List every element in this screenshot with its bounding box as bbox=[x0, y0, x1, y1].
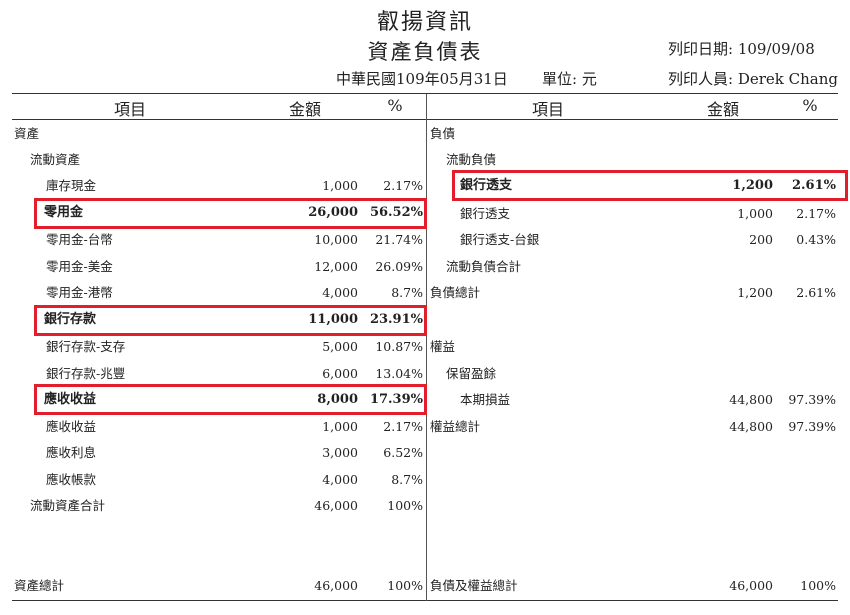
row-label: 負債總計 bbox=[430, 285, 481, 300]
row-label: 庫存現金 bbox=[46, 178, 97, 193]
row-label: 本期損益 bbox=[460, 392, 511, 407]
col-header-percent-right: % bbox=[802, 96, 818, 115]
print-date: 列印日期: 109/09/08 bbox=[668, 40, 815, 58]
row-percent: 2.17% bbox=[796, 206, 836, 221]
row-label: 應收利息 bbox=[46, 445, 97, 460]
row-label: 應收收益 bbox=[46, 419, 97, 434]
row-label: 保留盈餘 bbox=[446, 366, 497, 381]
header-bottom-rule bbox=[12, 119, 838, 120]
col-header-item-left: 項目 bbox=[113, 100, 146, 119]
total-liabilities-equity-percent: 100% bbox=[800, 578, 836, 593]
total-assets-amount: 46,000 bbox=[314, 578, 358, 593]
row-percent: 97.39% bbox=[788, 392, 836, 407]
row-amount: 1,000 bbox=[322, 419, 358, 434]
row-percent: 8.7% bbox=[391, 285, 423, 300]
row-label: 負債 bbox=[430, 126, 456, 141]
row-label: 銀行存款-兆豐 bbox=[46, 366, 126, 381]
row-amount: 26,000 bbox=[308, 205, 358, 220]
row-label: 權益總計 bbox=[430, 419, 481, 434]
row-amount: 200 bbox=[749, 232, 773, 247]
row-label: 零用金-美金 bbox=[46, 259, 113, 274]
unit-label: 單位: 元 bbox=[542, 70, 597, 88]
row-label: 流動負債合計 bbox=[446, 259, 522, 274]
row-label: 應收帳款 bbox=[46, 472, 97, 487]
row-label: 權益 bbox=[430, 339, 456, 354]
row-label: 零用金-台幣 bbox=[46, 232, 113, 247]
row-amount: 6,000 bbox=[322, 366, 358, 381]
row-label: 流動負債 bbox=[446, 152, 497, 167]
row-percent: 17.39% bbox=[369, 392, 423, 407]
col-header-item-right: 項目 bbox=[531, 100, 564, 119]
row-amount: 8,000 bbox=[317, 392, 358, 407]
row-label: 銀行存款-支存 bbox=[46, 339, 126, 354]
row-percent: 26.09% bbox=[375, 259, 423, 274]
report-date: 中華民國109年05月31日 bbox=[336, 70, 508, 88]
highlight-box-bank-deposits bbox=[34, 305, 427, 336]
total-assets-label: 資產總計 bbox=[14, 578, 65, 593]
row-label: 銀行透支 bbox=[460, 178, 513, 193]
column-divider bbox=[426, 94, 427, 601]
row-amount: 12,000 bbox=[314, 259, 358, 274]
col-header-amount-right: 金額 bbox=[706, 100, 739, 119]
row-label: 資產 bbox=[14, 126, 40, 141]
col-header-amount-left: 金額 bbox=[288, 100, 321, 119]
row-amount: 44,800 bbox=[729, 419, 773, 434]
highlight-box-overdraft bbox=[452, 170, 848, 201]
row-amount: 4,000 bbox=[322, 285, 358, 300]
row-percent: 56.52% bbox=[369, 205, 423, 220]
row-percent: 0.43% bbox=[796, 232, 836, 247]
row-label: 流動資產 bbox=[30, 152, 81, 167]
row-amount: 1,000 bbox=[322, 178, 358, 193]
row-label: 銀行透支-台銀 bbox=[460, 232, 540, 247]
row-percent: 100% bbox=[387, 498, 423, 513]
table-bottom-rule bbox=[12, 600, 838, 601]
row-percent: 2.61% bbox=[791, 178, 836, 193]
row-percent: 97.39% bbox=[788, 419, 836, 434]
highlight-box-petty-cash bbox=[34, 198, 427, 229]
row-percent: 2.17% bbox=[383, 419, 423, 434]
report-title: 資產負債表 bbox=[367, 40, 483, 64]
print-user: 列印人員: Derek Chang bbox=[668, 70, 838, 88]
row-percent: 2.17% bbox=[383, 178, 423, 193]
total-liabilities-equity-amount: 46,000 bbox=[729, 578, 773, 593]
row-percent: 6.52% bbox=[383, 445, 423, 460]
row-amount: 1,200 bbox=[732, 178, 773, 193]
row-amount: 11,000 bbox=[308, 312, 358, 327]
total-liabilities-equity-label: 負債及權益總計 bbox=[430, 578, 518, 593]
row-amount: 5,000 bbox=[322, 339, 358, 354]
col-header-percent-left: % bbox=[387, 96, 403, 115]
row-label: 應收收益 bbox=[44, 392, 97, 407]
row-amount: 1,000 bbox=[737, 206, 773, 221]
row-percent: 23.91% bbox=[369, 312, 423, 327]
company-name: 叡揚資訊 bbox=[376, 10, 473, 35]
total-assets-percent: 100% bbox=[387, 578, 423, 593]
row-amount: 4,000 bbox=[322, 472, 358, 487]
row-amount: 10,000 bbox=[314, 232, 358, 247]
row-amount: 44,800 bbox=[729, 392, 773, 407]
row-percent: 21.74% bbox=[375, 232, 423, 247]
row-percent: 13.04% bbox=[375, 366, 423, 381]
row-label: 零用金 bbox=[44, 205, 84, 220]
table-top-rule bbox=[12, 93, 838, 94]
row-percent: 8.7% bbox=[391, 472, 423, 487]
row-label: 銀行存款 bbox=[44, 312, 97, 327]
row-amount: 3,000 bbox=[322, 445, 358, 460]
row-percent: 10.87% bbox=[375, 339, 423, 354]
row-amount: 1,200 bbox=[737, 285, 773, 300]
row-percent: 2.61% bbox=[796, 285, 836, 300]
highlight-box-receivables bbox=[34, 384, 427, 415]
row-label: 流動資產合計 bbox=[30, 498, 106, 513]
row-label: 零用金-港幣 bbox=[46, 285, 113, 300]
row-label: 銀行透支 bbox=[460, 206, 511, 221]
row-amount: 46,000 bbox=[314, 498, 358, 513]
